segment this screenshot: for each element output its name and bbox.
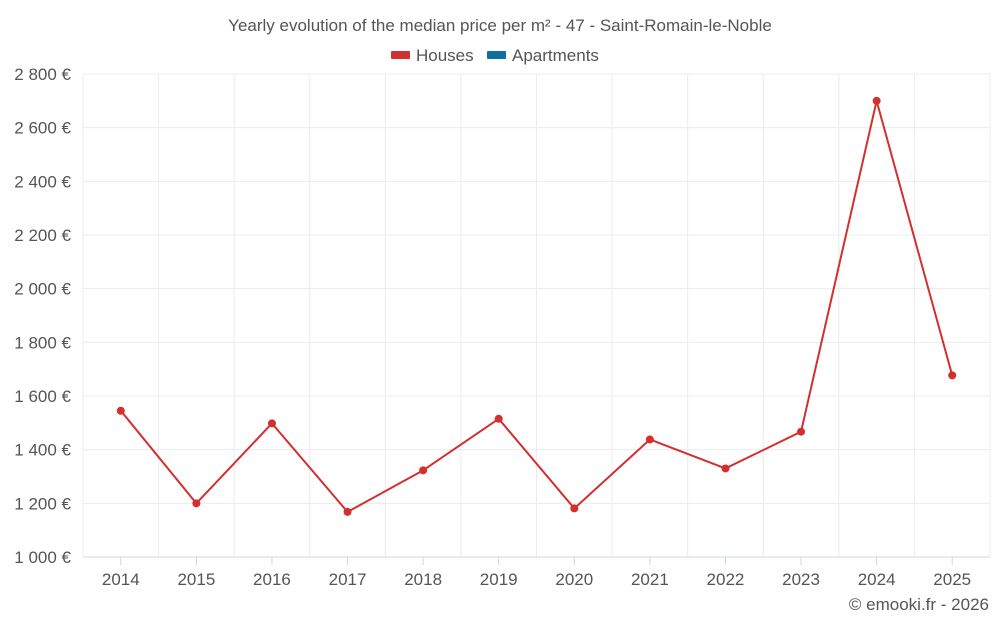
y-tick-label: 1 000 € [14, 548, 71, 567]
y-tick-label: 2 400 € [14, 172, 71, 191]
x-axis: 2014 2015 2016 2017 2018 2019 2020 2021 2022 2023… [83, 556, 990, 589]
legend-label-apartments: Apartments [512, 46, 599, 65]
y-axis: 1 000 € 1 200 € 1 400 € 1 600 € 1 800 € 2 000… [14, 65, 71, 567]
x-tick-label: 2017 [329, 570, 367, 589]
credit-text: © emooki.fr - 2026 [849, 595, 989, 614]
series-layer [116, 96, 957, 516]
data-point-houses-2021 [645, 435, 654, 444]
data-point-houses-2016 [267, 419, 276, 428]
legend: Houses Apartments [391, 46, 599, 65]
data-point-houses-2018 [419, 466, 428, 475]
x-tick-label: 2022 [707, 570, 745, 589]
data-point-houses-2019 [494, 414, 503, 423]
chart-title: Yearly evolution of the median price per… [228, 16, 772, 35]
data-point-houses-2022 [721, 464, 730, 473]
y-tick-label: 1 200 € [14, 494, 71, 513]
legend-swatch-apartments [487, 51, 506, 59]
x-tick-label: 2018 [404, 570, 442, 589]
series-line-houses [120, 99, 954, 513]
y-tick-label: 2 800 € [14, 65, 71, 84]
legend-item-apartments[interactable]: Apartments [487, 46, 599, 65]
y-tick-label: 2 000 € [14, 280, 71, 299]
data-point-houses-2015 [192, 499, 201, 508]
x-tick-label: 2015 [177, 570, 215, 589]
legend-label-houses: Houses [416, 46, 474, 65]
y-tick-label: 1 400 € [14, 441, 71, 460]
x-tick-label: 2014 [102, 570, 140, 589]
y-tick-label: 2 200 € [14, 226, 71, 245]
grid [82, 73, 991, 557]
data-point-houses-2017 [343, 507, 352, 516]
x-tick-label: 2016 [253, 570, 291, 589]
data-point-houses-2020 [570, 504, 579, 513]
x-tick-label: 2019 [480, 570, 518, 589]
data-point-houses-2024 [872, 96, 881, 105]
y-tick-label: 1 800 € [14, 333, 71, 352]
x-tick-label: 2024 [858, 570, 896, 589]
y-tick-label: 1 600 € [14, 387, 71, 406]
y-tick-label: 2 600 € [14, 119, 71, 138]
x-tick-label: 2021 [631, 570, 669, 589]
data-point-houses-2025 [948, 371, 957, 380]
legend-item-houses[interactable]: Houses [391, 46, 474, 65]
legend-swatch-houses [391, 51, 410, 59]
x-tick-label: 2025 [933, 570, 971, 589]
data-point-houses-2014 [116, 406, 125, 415]
x-tick-label: 2023 [782, 570, 820, 589]
data-point-houses-2023 [797, 427, 806, 436]
x-tick-label: 2020 [555, 570, 593, 589]
